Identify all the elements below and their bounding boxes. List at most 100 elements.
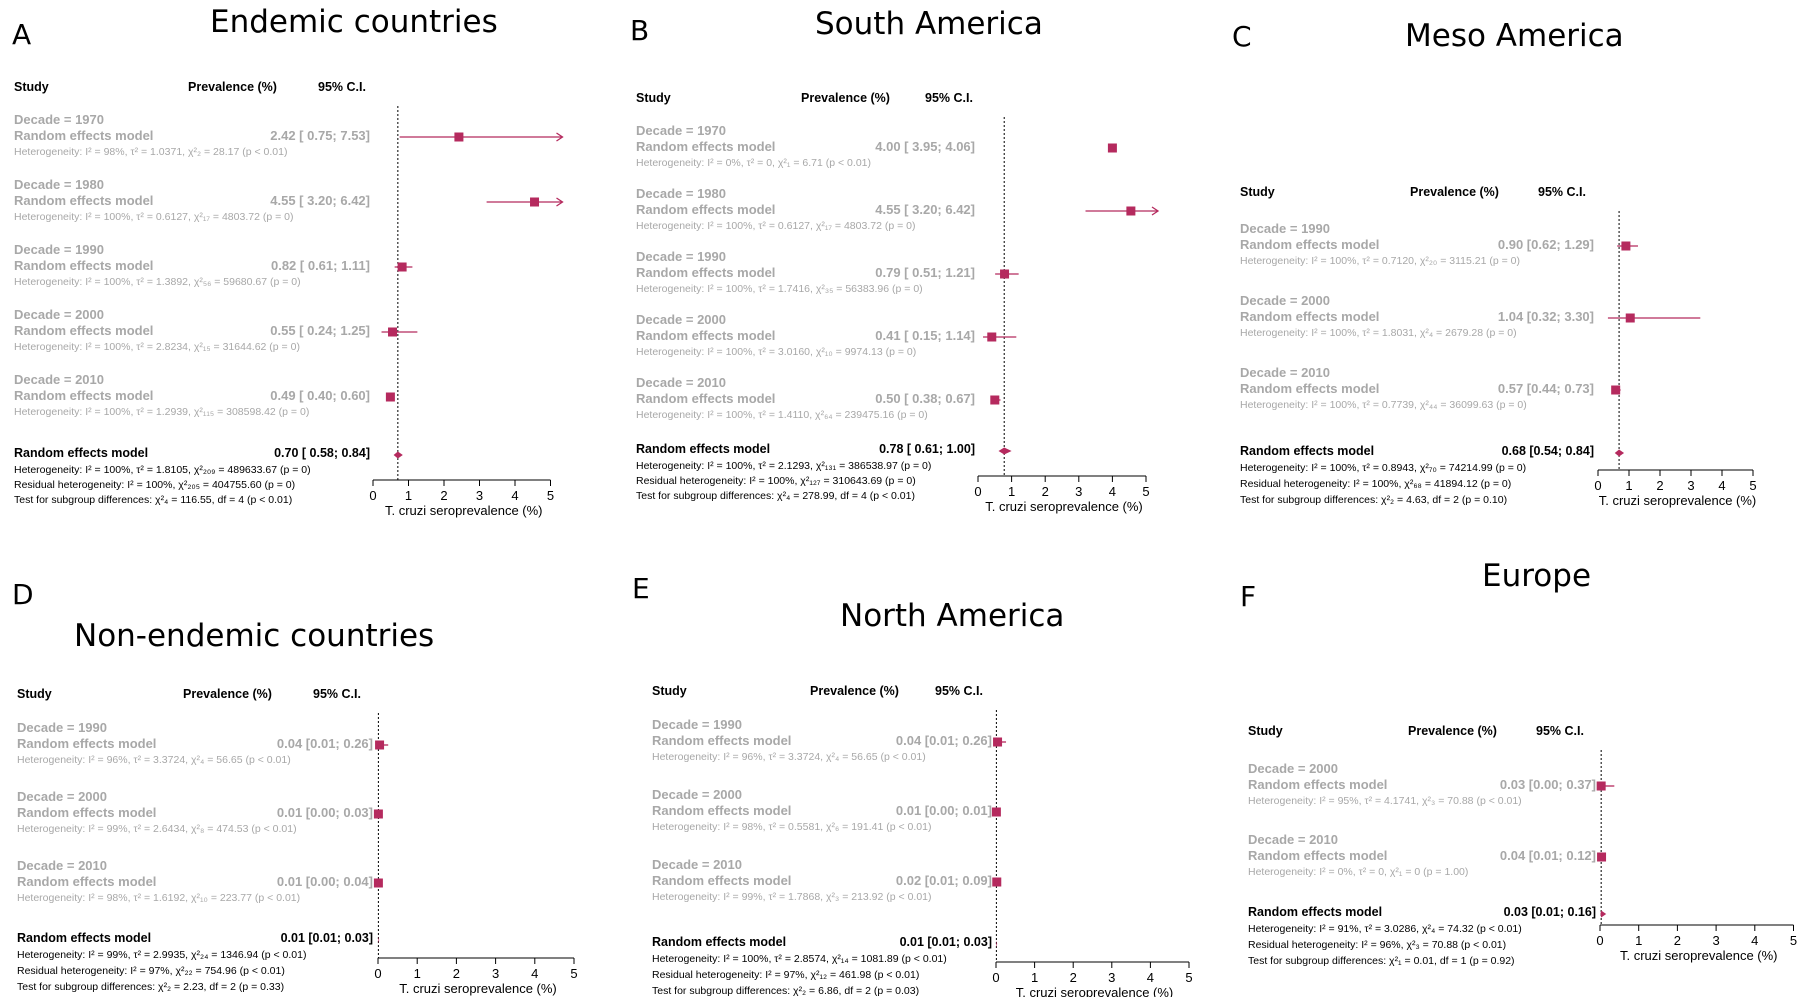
column-header-study: Study: [1240, 185, 1275, 199]
subgroup-model-label: Random effects model: [636, 391, 776, 406]
subgroup-heterogeneity: Heterogeneity: I² = 96%, τ² = 3.3724, χ²…: [652, 751, 926, 763]
subgroup-estimate-text: 0.82 [ 0.61; 1.11]: [270, 258, 370, 273]
estimate-square: [373, 878, 383, 888]
x-tick-label: 1: [1008, 484, 1015, 499]
subgroup-heterogeneity: Heterogeneity: I² = 0%, τ² = 0, χ²₁ = 6.…: [636, 157, 871, 169]
x-tick-label: 5: [570, 966, 577, 981]
overall-diamond: [996, 940, 998, 948]
overall-estimate-text: 0.78 [ 0.61; 1.00]: [879, 442, 975, 456]
subgroup-estimate-text: 4.55 [ 3.20; 6.42]: [270, 193, 370, 208]
overall-diamond: [1614, 449, 1625, 457]
x-tick-label: 4: [1751, 933, 1758, 948]
footer-statistic: Test for subgroup differences: χ²₄ = 278…: [636, 490, 915, 502]
footer-statistic: Test for subgroup differences: χ²₂ = 4.6…: [1240, 494, 1508, 506]
subgroup-estimate-text: 0.50 [ 0.38; 0.67]: [875, 391, 975, 406]
estimate-square: [397, 262, 407, 272]
subgroup-estimate-text: 4.00 [ 3.95; 4.06]: [875, 139, 975, 154]
subgroup-estimate-text: 0.49 [ 0.40; 0.60]: [270, 388, 370, 403]
column-header-study: Study: [17, 687, 52, 701]
overall-diamond: [378, 936, 380, 944]
subgroup-heterogeneity: Heterogeneity: I² = 100%, τ² = 0.6127, χ…: [14, 211, 294, 223]
x-tick-label: 5: [1185, 970, 1192, 985]
subgroup-heterogeneity: Heterogeneity: I² = 100%, τ² = 1.2939, χ…: [14, 406, 310, 418]
x-tick-label: 0: [369, 488, 376, 503]
x-tick-label: 3: [476, 488, 483, 503]
footer-statistic: Test for subgroup differences: χ²₂ = 2.2…: [17, 981, 285, 993]
footer-statistic: Heterogeneity: I² = 100%, τ² = 2.8574, χ…: [652, 953, 947, 965]
subgroup-heterogeneity: Heterogeneity: I² = 96%, τ² = 3.3724, χ²…: [17, 754, 291, 766]
subgroup-label: Decade = 1970: [14, 112, 104, 127]
x-axis-label: T. cruzi seroprevalence (%): [385, 503, 543, 518]
estimate-square: [385, 392, 395, 402]
subgroup-heterogeneity: Heterogeneity: I² = 100%, τ² = 0.6127, χ…: [636, 220, 916, 232]
x-tick-label: 0: [1596, 933, 1603, 948]
subgroup-model-label: Random effects model: [652, 803, 792, 818]
estimate-square: [388, 327, 398, 337]
subgroup-heterogeneity: Heterogeneity: I² = 100%, τ² = 1.7416, χ…: [636, 283, 923, 295]
estimate-square: [1000, 269, 1010, 279]
subgroup-label: Decade = 1990: [14, 242, 104, 257]
footer-statistic: Test for subgroup differences: χ²₂ = 6.8…: [652, 985, 920, 997]
panel-letter: C: [1232, 20, 1252, 53]
x-tick-label: 2: [1656, 478, 1663, 493]
column-header-prevalence: Prevalence (%): [188, 80, 277, 94]
subgroup-label: Decade = 2010: [17, 858, 107, 873]
subgroup-estimate-text: 0.41 [ 0.15; 1.14]: [875, 328, 975, 343]
x-tick-label: 4: [511, 488, 518, 503]
x-tick-label: 4: [1109, 484, 1116, 499]
x-tick-label: 5: [1142, 484, 1149, 499]
subgroup-label: Decade = 2000: [14, 307, 104, 322]
subgroup-label: Decade = 2000: [1240, 293, 1330, 308]
subgroup-heterogeneity: Heterogeneity: I² = 98%, τ² = 1.6192, χ²…: [17, 892, 301, 904]
footer-statistic: Residual heterogeneity: I² = 97%, χ²₂₂ =…: [17, 965, 285, 977]
column-header-ci: 95% C.I.: [318, 80, 366, 94]
subgroup-heterogeneity: Heterogeneity: I² = 98%, τ² = 1.0371, χ²…: [14, 146, 288, 158]
subgroup-model-label: Random effects model: [636, 139, 776, 154]
estimate-square: [992, 877, 1002, 887]
subgroup-label: Decade = 2000: [17, 789, 107, 804]
subgroup-model-label: Random effects model: [14, 128, 154, 143]
x-tick-label: 3: [1108, 970, 1115, 985]
subgroup-label: Decade = 2010: [1248, 832, 1338, 847]
x-tick-label: 5: [1749, 478, 1756, 493]
overall-model-label: Random effects model: [652, 935, 787, 949]
estimate-square: [530, 197, 540, 207]
subgroup-heterogeneity: Heterogeneity: I² = 100%, τ² = 1.4110, χ…: [636, 409, 928, 421]
x-tick-label: 1: [414, 966, 421, 981]
column-header-ci: 95% C.I.: [925, 91, 973, 105]
x-tick-label: 2: [1042, 484, 1049, 499]
subgroup-model-label: Random effects model: [17, 874, 157, 889]
x-tick-label: 1: [1635, 933, 1642, 948]
footer-statistic: Residual heterogeneity: I² = 97%, χ²₁₂ =…: [652, 969, 920, 981]
column-header-prevalence: Prevalence (%): [183, 687, 272, 701]
overall-diamond: [998, 447, 1012, 455]
subgroup-model-label: Random effects model: [1248, 848, 1388, 863]
column-header-study: Study: [652, 684, 687, 698]
overall-model-label: Random effects model: [14, 446, 149, 460]
subgroup-heterogeneity: Heterogeneity: I² = 95%, τ² = 4.1741, χ²…: [1248, 795, 1522, 807]
estimate-square: [373, 809, 383, 819]
overall-estimate-text: 0.68 [0.54; 0.84]: [1501, 444, 1594, 458]
overall-diamond: [1600, 910, 1607, 918]
estimate-square: [454, 132, 464, 142]
subgroup-estimate-text: 2.42 [ 0.75; 7.53]: [270, 128, 370, 143]
subgroup-heterogeneity: Heterogeneity: I² = 0%, τ² = 0, χ²₁ = 0 …: [1248, 866, 1469, 878]
column-header-prevalence: Prevalence (%): [810, 684, 899, 698]
column-header-ci: 95% C.I.: [935, 684, 983, 698]
subgroup-model-label: Random effects model: [636, 265, 776, 280]
subgroup-model-label: Random effects model: [14, 388, 154, 403]
subgroup-label: Decade = 1980: [636, 186, 726, 201]
footer-statistic: Heterogeneity: I² = 100%, τ² = 0.8943, χ…: [1240, 462, 1527, 474]
footer-statistic: Residual heterogeneity: I² = 96%, χ²₃ = …: [1248, 939, 1507, 951]
panel-letter: B: [630, 14, 650, 47]
x-tick-label: 1: [405, 488, 412, 503]
column-header-prevalence: Prevalence (%): [1408, 724, 1497, 738]
x-axis-label: T. cruzi seroprevalence (%): [1599, 493, 1757, 508]
subgroup-estimate-text: 0.01 [0.00; 0.03]: [276, 805, 373, 820]
overall-estimate-text: 0.70 [ 0.58; 0.84]: [274, 446, 370, 460]
subgroup-estimate-text: 0.04 [0.01; 0.26]: [276, 736, 373, 751]
column-header-ci: 95% C.I.: [1538, 185, 1586, 199]
subgroup-model-label: Random effects model: [636, 202, 776, 217]
column-header-study: Study: [636, 91, 671, 105]
overall-estimate-text: 0.01 [0.01; 0.03]: [280, 931, 373, 945]
